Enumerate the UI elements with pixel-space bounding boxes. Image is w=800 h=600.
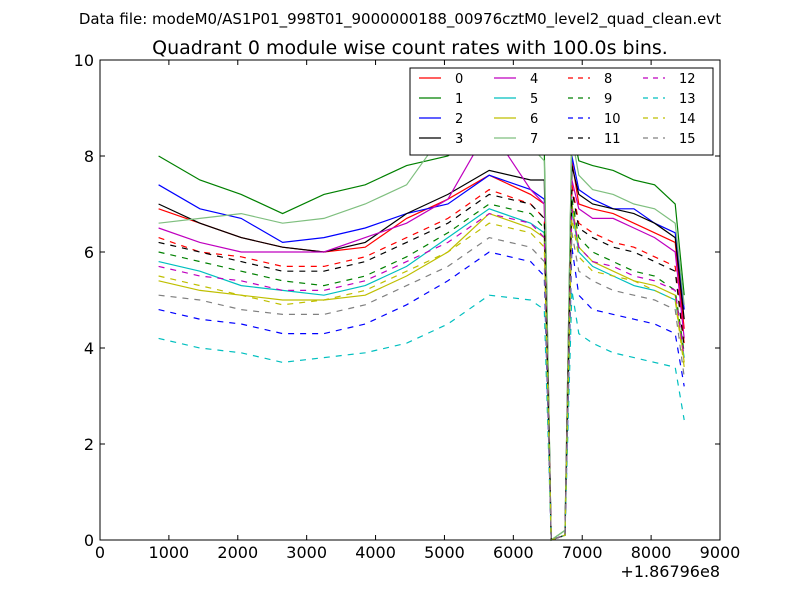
x-axis: 0 1000 2000 3000 4000 5000 6000 7000 8000 9000 (95, 60, 740, 562)
series-line-14 (158, 218, 685, 541)
series-line-4 (158, 126, 685, 541)
legend-label-9: 9 (604, 92, 612, 107)
legend-label-10: 10 (604, 112, 621, 127)
legend-label-14: 14 (679, 112, 696, 127)
series-line-10 (158, 247, 685, 541)
legend-label-15: 15 (679, 132, 696, 147)
legend-label-4: 4 (530, 72, 538, 87)
legend-label-1: 1 (455, 92, 463, 107)
legend-label-0: 0 (455, 72, 463, 87)
chart-title: Quadrant 0 module wise count rates with … (152, 37, 668, 59)
series-line-7 (158, 92, 685, 542)
y-tick-label: 0 (84, 531, 94, 550)
x-tick-label: 5000 (424, 543, 465, 562)
legend-label-5: 5 (530, 92, 538, 107)
x-tick-label: 2000 (217, 543, 258, 562)
plot-frame (99, 59, 721, 541)
legend-label-6: 6 (530, 112, 538, 127)
legend-label-13: 13 (679, 92, 696, 107)
legend-label-7: 7 (530, 132, 538, 147)
x-offset-label: +1.86796e8 (620, 562, 720, 581)
legend-label-12: 12 (679, 72, 696, 87)
x-tick-label: 3000 (286, 543, 327, 562)
x-tick-label: 8000 (631, 543, 672, 562)
y-tick-label: 6 (84, 243, 94, 262)
y-tick-label: 8 (84, 147, 94, 166)
y-tick-label: 2 (84, 435, 94, 454)
series-line-12 (158, 208, 685, 541)
x-tick-label: 7000 (562, 543, 603, 562)
legend-frame (409, 67, 714, 156)
plot-lines (158, 92, 685, 542)
series-line-3 (158, 165, 685, 541)
series-line-11 (158, 189, 685, 541)
legend-label-11: 11 (604, 132, 621, 147)
x-tick-label: 1000 (149, 543, 190, 562)
x-tick-label: 9000 (700, 543, 741, 562)
series-line-13 (158, 290, 685, 541)
y-tick-label: 10 (74, 51, 94, 70)
series-line-9 (158, 199, 685, 541)
legend-label-2: 2 (455, 112, 463, 127)
series-line-1 (158, 126, 685, 542)
y-tick-label: 4 (84, 339, 94, 358)
legend-label-8: 8 (604, 72, 612, 87)
series-line-6 (158, 203, 685, 541)
x-tick-label: 4000 (355, 543, 396, 562)
x-tick-label: 0 (95, 543, 105, 562)
series-line-15 (158, 232, 685, 541)
series-line-8 (158, 184, 685, 541)
x-tick-label: 6000 (493, 543, 534, 562)
figure-suptitle: Data file: modeM0/AS1P01_998T01_90000001… (79, 10, 721, 29)
legend-label-3: 3 (455, 132, 463, 147)
